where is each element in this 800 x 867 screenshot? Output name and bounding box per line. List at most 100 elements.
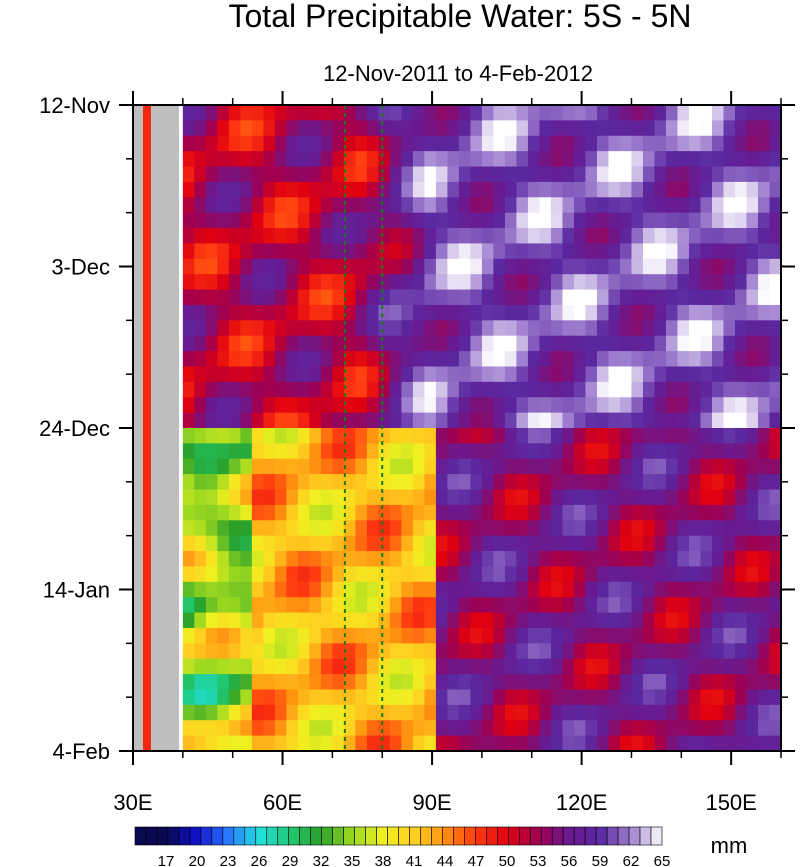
heatmap-cell xyxy=(665,581,679,598)
heatmap-cell xyxy=(194,351,207,368)
heatmap-cell xyxy=(389,704,403,721)
heatmap-cell xyxy=(389,504,403,521)
heatmap-cell xyxy=(631,181,644,198)
heatmap-cell xyxy=(677,397,690,414)
heatmap-cell xyxy=(573,335,587,352)
heatmap-cell xyxy=(481,397,495,414)
heatmap-cell xyxy=(435,335,449,352)
heatmap-cell xyxy=(700,458,713,475)
heatmap-cell xyxy=(217,704,230,721)
heatmap-cell xyxy=(424,105,437,121)
heatmap-cell xyxy=(734,689,748,706)
heatmap-cell xyxy=(182,597,195,614)
heatmap-cell xyxy=(286,289,299,306)
heatmap-cell xyxy=(228,120,241,137)
heatmap-cell xyxy=(332,366,345,383)
heatmap-cell xyxy=(573,535,587,552)
colorbar-bin xyxy=(420,826,432,846)
heatmap-cell xyxy=(470,412,483,429)
heatmap-cell xyxy=(481,428,495,444)
heatmap-cell xyxy=(642,720,656,737)
heatmap-cell xyxy=(723,197,736,214)
heatmap-cell xyxy=(263,289,276,306)
heatmap-cell xyxy=(723,243,736,260)
heatmap-cell xyxy=(665,166,679,183)
heatmap-cell xyxy=(585,735,598,752)
heatmap-cell xyxy=(516,489,529,506)
heatmap-cell xyxy=(550,489,564,506)
heatmap-cell xyxy=(274,443,287,460)
heatmap-cell xyxy=(769,105,782,121)
heatmap-cell xyxy=(320,735,333,752)
heatmap-cell xyxy=(550,612,564,629)
heatmap-cell xyxy=(642,658,656,675)
heatmap-cell xyxy=(711,335,725,352)
heatmap-cell xyxy=(251,381,264,398)
heatmap-cell xyxy=(320,243,333,260)
heatmap-cell xyxy=(194,320,207,337)
heatmap-cell xyxy=(240,627,253,644)
heatmap-cell xyxy=(481,274,495,291)
heatmap-cell xyxy=(573,504,587,521)
heatmap-cell xyxy=(240,166,253,183)
colorbar-label: 65 xyxy=(654,853,671,867)
axis-ticks xyxy=(119,91,795,765)
heatmap-cell xyxy=(263,689,276,706)
heatmap-cell xyxy=(240,335,253,352)
heatmap-cell xyxy=(297,474,310,491)
heatmap-cell xyxy=(332,304,345,321)
heatmap-cell xyxy=(470,643,483,660)
heatmap-cell xyxy=(343,581,356,598)
heatmap-cell xyxy=(677,258,690,275)
heatmap-cell xyxy=(332,335,345,352)
heatmap-cell xyxy=(389,597,403,614)
heatmap-cell xyxy=(585,351,598,368)
heatmap-cell xyxy=(539,381,552,398)
heatmap-cell xyxy=(539,504,552,521)
heatmap-cell xyxy=(182,581,195,598)
heatmap-cell xyxy=(458,458,472,475)
heatmap-cell xyxy=(470,120,483,137)
heatmap-cell xyxy=(573,289,587,306)
heatmap-cell xyxy=(642,120,656,137)
heatmap-cell xyxy=(228,304,241,321)
heatmap-cell xyxy=(251,735,264,752)
heatmap-cell xyxy=(723,504,736,521)
heatmap-cell xyxy=(769,689,782,706)
heatmap-cell xyxy=(734,458,748,475)
heatmap-cell xyxy=(516,366,529,383)
heatmap-cell xyxy=(596,520,610,537)
heatmap-cell xyxy=(504,612,518,629)
heatmap-cell xyxy=(263,458,276,475)
heatmap-cell xyxy=(481,735,495,752)
heatmap-cell xyxy=(527,166,541,183)
heatmap-cell xyxy=(366,366,379,383)
heatmap-cell xyxy=(631,320,644,337)
heatmap-cell xyxy=(217,335,230,352)
heatmap-cell xyxy=(539,474,552,491)
heatmap-cell xyxy=(194,258,207,275)
heatmap-cell xyxy=(619,612,633,629)
heatmap-cell xyxy=(631,674,644,691)
heatmap-cell xyxy=(205,320,218,337)
heatmap-cell xyxy=(619,135,633,152)
heatmap-cell xyxy=(516,351,529,368)
heatmap-cell xyxy=(389,320,403,337)
heatmap-cell xyxy=(205,181,218,198)
heatmap-cell xyxy=(493,397,506,414)
heatmap-cell xyxy=(286,304,299,321)
heatmap-cell xyxy=(343,443,356,460)
heatmap-cell xyxy=(378,428,391,444)
heatmap-cell xyxy=(493,274,506,291)
heatmap-cell xyxy=(585,228,598,245)
heatmap-cell xyxy=(608,735,621,752)
heatmap-cell xyxy=(562,735,575,752)
heatmap-cell xyxy=(458,627,472,644)
heatmap-cell xyxy=(769,120,782,137)
heatmap-cell xyxy=(516,304,529,321)
colorbar-bin xyxy=(551,826,564,846)
heatmap-cell xyxy=(688,735,702,752)
heatmap-cell xyxy=(631,689,644,706)
heatmap-cell xyxy=(527,720,541,737)
heatmap-cell xyxy=(343,228,356,245)
